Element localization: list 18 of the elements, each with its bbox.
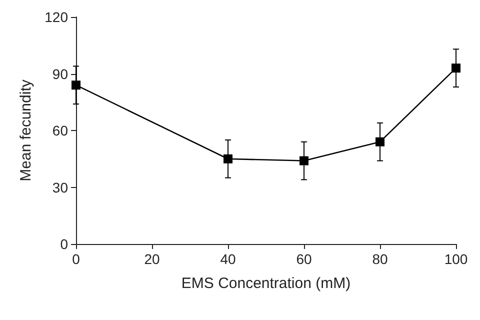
- x-axis-title: EMS Concentration (mM): [181, 275, 351, 292]
- point: [452, 64, 460, 73]
- x-tick-label: 100: [444, 251, 468, 267]
- y-tick-label: 0: [60, 236, 68, 252]
- y-tick-label: 60: [52, 122, 68, 138]
- y-axis-title: Mean fecundity: [18, 79, 35, 182]
- y-tick-label: 30: [52, 179, 68, 196]
- point: [376, 137, 384, 146]
- point: [224, 154, 232, 164]
- x-tick-label: 20: [144, 251, 160, 267]
- point: [300, 156, 308, 166]
- point: [72, 80, 80, 90]
- x-tick-label: 40: [220, 251, 236, 267]
- x-tick-label: 60: [296, 251, 312, 267]
- y-tick-label: 120: [44, 9, 68, 25]
- y-tick-label: 90: [52, 66, 68, 82]
- x-tick-label: 80: [372, 251, 388, 267]
- x-tick-label: 0: [72, 251, 80, 267]
